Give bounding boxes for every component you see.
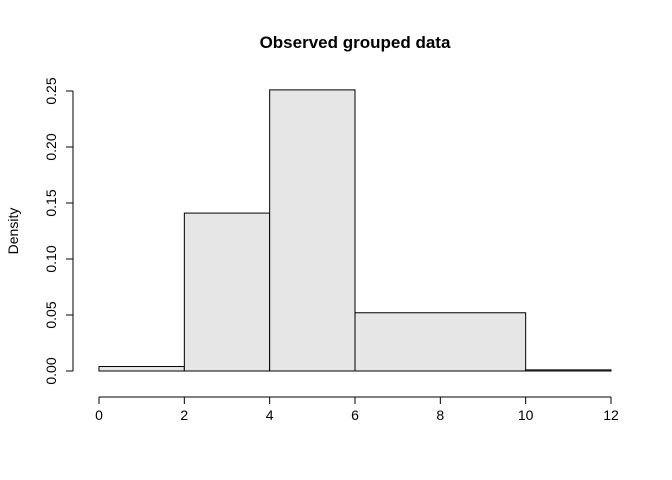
bar-4: [525, 369, 612, 372]
bar-0: [98, 366, 185, 372]
x-tick-label: 12: [603, 407, 619, 423]
x-tick-label: 8: [436, 407, 444, 423]
x-tick-label: 6: [351, 407, 359, 423]
y-tick-label: 0.05: [43, 301, 59, 328]
y-tick-label: 0.15: [43, 189, 59, 216]
bars-group: [98, 89, 612, 372]
chart-title: Observed grouped data: [260, 33, 451, 52]
bar-3: [354, 312, 527, 372]
bar-1: [183, 212, 271, 372]
y-axis: 0.00 0.05 0.10 0.15 0.20 0.25: [43, 77, 74, 385]
x-tick-label: 0: [95, 407, 103, 423]
x-axis: 0 2 4 6 8 10 12: [95, 396, 619, 423]
y-tick-label: 0.10: [43, 245, 59, 272]
x-tick-label: 10: [518, 407, 534, 423]
x-tick-label: 4: [266, 407, 274, 423]
y-axis-label: Density: [5, 208, 21, 255]
y-tick-label: 0.20: [43, 133, 59, 160]
x-tick-label: 2: [180, 407, 188, 423]
y-tick-label: 0.25: [43, 77, 59, 104]
bar-2: [269, 89, 356, 372]
y-tick-label: 0.00: [43, 357, 59, 384]
